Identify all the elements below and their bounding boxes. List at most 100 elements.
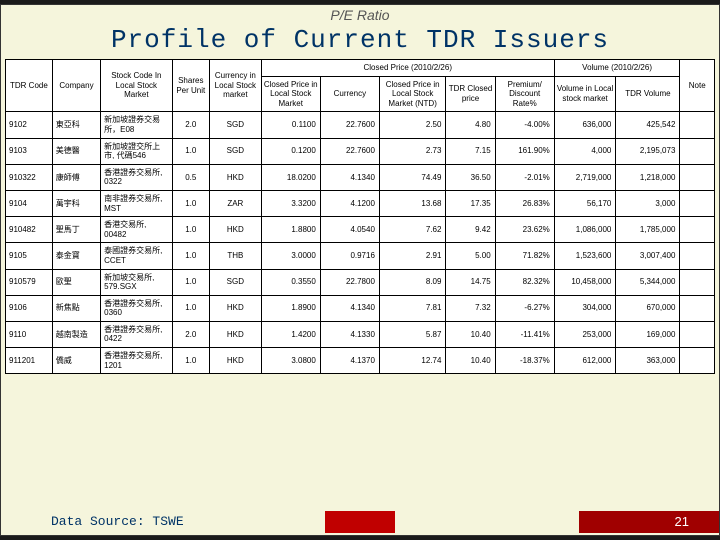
cell-tdr: 9102 — [6, 112, 53, 138]
cell-vol-local: 2,719,000 — [554, 164, 616, 190]
cell-stock: 新加坡證券交易所，E08 — [101, 112, 172, 138]
cell-tdr: 910322 — [6, 164, 53, 190]
cell-note — [680, 190, 715, 216]
cell-currency-rate: 22.7800 — [320, 269, 379, 295]
cell-vol-local: 1,523,600 — [554, 243, 616, 269]
table-row: 911201僑威香港證券交易所, 12011.0HKD3.08004.13701… — [6, 348, 715, 374]
cell-note — [680, 217, 715, 243]
cell-premium: -6.27% — [495, 295, 554, 321]
th-currency2: Currency — [320, 76, 379, 112]
cell-company: 僑威 — [52, 348, 100, 374]
cell-currency: HKD — [209, 348, 261, 374]
cell-share: 1.0 — [172, 243, 209, 269]
cell-company: 新焦點 — [52, 295, 100, 321]
cell-tdr-vol: 5,344,000 — [616, 269, 680, 295]
cell-stock: 香港證券交易所, 1201 — [101, 348, 172, 374]
cell-company: 越南製造 — [52, 321, 100, 347]
cell-tdr-vol: 3,007,400 — [616, 243, 680, 269]
cell-company: 東亞科 — [52, 112, 100, 138]
cell-company: 泰金寶 — [52, 243, 100, 269]
cell-tdr-price: 7.32 — [446, 295, 495, 321]
cell-currency: HKD — [209, 164, 261, 190]
cell-share: 1.0 — [172, 295, 209, 321]
header-group-row: TDR Code Company Stock Code In Local Sto… — [6, 60, 715, 77]
cell-tdr: 9106 — [6, 295, 53, 321]
cell-stock: 新加坡證交所上市, 代碼546 — [101, 138, 172, 164]
cell-stock: 香港證券交易所, 0422 — [101, 321, 172, 347]
table-row: 9105泰金寶泰國證券交易所, CCET1.0THB3.00000.97162.… — [6, 243, 715, 269]
cell-cp-local: 3.0800 — [261, 348, 320, 374]
data-source: Data Source: TSWE — [51, 514, 184, 529]
cell-tdr-price: 4.80 — [446, 112, 495, 138]
cell-tdr: 9103 — [6, 138, 53, 164]
page-title: Profile of Current TDR Issuers — [1, 23, 719, 59]
th-volume-group: Volume (2010/2/26) — [554, 60, 680, 77]
cell-currency-rate: 0.9716 — [320, 243, 379, 269]
cell-premium: 82.32% — [495, 269, 554, 295]
cell-share: 1.0 — [172, 348, 209, 374]
cell-tdr-vol: 425,542 — [616, 112, 680, 138]
cell-tdr-vol: 1,785,000 — [616, 217, 680, 243]
cell-cp-ntd: 74.49 — [379, 164, 446, 190]
cell-stock: 新加坡交易所, 579.SGX — [101, 269, 172, 295]
cell-share: 0.5 — [172, 164, 209, 190]
cell-cp-ntd: 2.50 — [379, 112, 446, 138]
th-note: Note — [680, 60, 715, 112]
cell-premium: -11.41% — [495, 321, 554, 347]
th-company: Company — [52, 60, 100, 112]
th-tdr-code: TDR Code — [6, 60, 53, 112]
th-premium: Premium/ Discount Rate% — [495, 76, 554, 112]
th-currency: Currency in Local Stock market — [209, 60, 261, 112]
cell-note — [680, 112, 715, 138]
cell-vol-local: 1,086,000 — [554, 217, 616, 243]
cell-cp-local: 1.8900 — [261, 295, 320, 321]
cell-note — [680, 295, 715, 321]
th-shares: Shares Per Unit — [172, 60, 209, 112]
th-tdr-closed: TDR Closed price — [446, 76, 495, 112]
cell-currency: SGD — [209, 112, 261, 138]
cell-stock: 香港證券交易所, 0360 — [101, 295, 172, 321]
subtitle: P/E Ratio — [1, 5, 719, 23]
cell-currency-rate: 4.1340 — [320, 295, 379, 321]
th-closed-ntd: Closed Price in Local Stock Market (NTD) — [379, 76, 446, 112]
cell-tdr-price: 10.40 — [446, 321, 495, 347]
cell-premium: -2.01% — [495, 164, 554, 190]
cell-note — [680, 138, 715, 164]
cell-vol-local: 253,000 — [554, 321, 616, 347]
cell-tdr: 9105 — [6, 243, 53, 269]
cell-tdr-price: 14.75 — [446, 269, 495, 295]
table-row: 9104萬宇科南非證券交易所, MST1.0ZAR3.32004.120013.… — [6, 190, 715, 216]
th-closed-price-group: Closed Price (2010/2/26) — [261, 60, 554, 77]
table-body: 9102東亞科新加坡證券交易所，E082.0SGD0.110022.76002.… — [6, 112, 715, 374]
cell-share: 1.0 — [172, 138, 209, 164]
cell-share: 2.0 — [172, 321, 209, 347]
cell-premium: 23.62% — [495, 217, 554, 243]
cell-tdr-vol: 2,195,073 — [616, 138, 680, 164]
cell-cp-local: 3.0000 — [261, 243, 320, 269]
cell-vol-local: 612,000 — [554, 348, 616, 374]
cell-tdr-price: 7.15 — [446, 138, 495, 164]
th-vol-local: Volume in Local stock market — [554, 76, 616, 112]
cell-cp-ntd: 12.74 — [379, 348, 446, 374]
cell-cp-ntd: 13.68 — [379, 190, 446, 216]
cell-tdr-vol: 3,000 — [616, 190, 680, 216]
cell-currency: SGD — [209, 269, 261, 295]
cell-note — [680, 321, 715, 347]
table-row: 9103美德醫新加坡證交所上市, 代碼5461.0SGD0.120022.760… — [6, 138, 715, 164]
cell-premium: -4.00% — [495, 112, 554, 138]
th-stock-code: Stock Code In Local Stock Market — [101, 60, 172, 112]
cell-stock: 香港證券交易所, 0322 — [101, 164, 172, 190]
cell-cp-local: 3.3200 — [261, 190, 320, 216]
cell-currency: SGD — [209, 138, 261, 164]
cell-premium: 71.82% — [495, 243, 554, 269]
cell-currency: HKD — [209, 217, 261, 243]
cell-premium: 161.90% — [495, 138, 554, 164]
slide: P/E Ratio Profile of Current TDR Issuers… — [0, 4, 720, 536]
cell-tdr-vol: 1,218,000 — [616, 164, 680, 190]
cell-vol-local: 4,000 — [554, 138, 616, 164]
cell-note — [680, 348, 715, 374]
cell-company: 萬宇科 — [52, 190, 100, 216]
cell-company: 聖馬丁 — [52, 217, 100, 243]
th-tdr-vol: TDR Volume — [616, 76, 680, 112]
cell-tdr-price: 10.40 — [446, 348, 495, 374]
